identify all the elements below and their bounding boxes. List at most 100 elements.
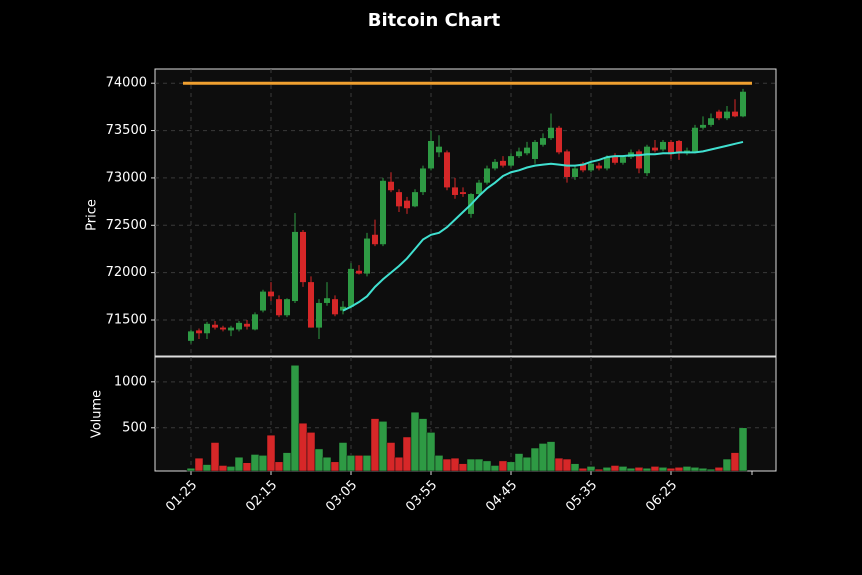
volume-panel (154, 356, 777, 472)
candle-body (476, 182, 482, 195)
volume-bar (322, 456, 332, 472)
volume-bar (514, 453, 524, 472)
candle-body (740, 91, 746, 117)
candle-body (596, 165, 602, 169)
candle-body (260, 291, 266, 311)
candle-body (636, 151, 642, 169)
candle-body (356, 270, 362, 274)
y-tick-label: 72500 (106, 218, 147, 233)
candle-body (540, 138, 546, 145)
volume-bar (714, 467, 724, 472)
candle-body (556, 127, 562, 153)
candle-body (284, 299, 290, 316)
y-tick-label: 74000 (106, 76, 147, 91)
volume-bar (282, 452, 292, 472)
candle-body (452, 187, 458, 195)
candle-body (460, 192, 466, 195)
y-tick-label: 72000 (106, 265, 147, 280)
volume-bar (602, 467, 612, 472)
candle-body (708, 118, 714, 125)
candle-body (252, 314, 258, 330)
volume-bar (202, 464, 212, 472)
candle-body (292, 231, 298, 302)
price-panel (154, 68, 777, 357)
candle-body (324, 298, 330, 303)
volume-bar (386, 442, 396, 472)
candle-body (620, 157, 626, 163)
volume-bar (562, 458, 572, 472)
candle-body (724, 111, 730, 119)
volume-bar (570, 463, 580, 472)
candle-body (548, 127, 554, 139)
candle-body (532, 141, 538, 159)
candle-body (348, 268, 354, 307)
volume-bar (378, 421, 388, 472)
volume-bar (466, 458, 476, 472)
volume-bar (226, 466, 236, 472)
candle-body (668, 141, 674, 155)
volume-bar (186, 467, 196, 472)
y-tick-label: 73000 (106, 170, 147, 185)
volume-bar (738, 427, 748, 472)
chart-title: Bitcoin Chart (368, 10, 501, 31)
volume-bar (658, 467, 668, 472)
candle-body (660, 141, 666, 150)
candle-body (604, 157, 610, 169)
volume-bar (722, 458, 732, 472)
candle-body (412, 192, 418, 207)
volume-bar (274, 461, 284, 472)
volume-bar (650, 466, 660, 472)
candle-body (268, 291, 274, 297)
volume-bar (290, 365, 300, 472)
volume-bar (210, 442, 220, 472)
volume-bar (522, 456, 532, 472)
candle-body (220, 327, 226, 330)
candle-body (212, 324, 218, 328)
candle-body (484, 168, 490, 183)
volume-bar (474, 458, 484, 472)
volume-bar (618, 466, 628, 472)
volume-bar (258, 455, 268, 472)
volume-bar (498, 460, 508, 472)
volume-bar (610, 465, 620, 472)
candle-body (372, 234, 378, 245)
candle-body (492, 161, 498, 169)
y-tick-label: 1000 (114, 374, 147, 389)
y-tick-label: 73500 (106, 123, 147, 138)
candle-body (524, 147, 530, 154)
volume-bar (490, 465, 500, 472)
volume-bar (402, 436, 412, 472)
volume-bar (450, 457, 460, 472)
candle-body (436, 146, 442, 153)
volume-bar (346, 455, 356, 472)
candle-body (676, 140, 682, 154)
candle-body (692, 127, 698, 152)
volume-bar (530, 447, 540, 472)
candle-body (580, 163, 586, 171)
volume-bar (730, 452, 740, 472)
volume-bar (194, 457, 204, 472)
candle-body (188, 331, 194, 341)
candle-body (396, 192, 402, 207)
candle-body (204, 323, 210, 334)
volume-bar (698, 467, 708, 472)
volume-bar (242, 462, 252, 472)
volume-bar (434, 455, 444, 472)
candle-body (428, 140, 434, 169)
volume-bar (674, 467, 684, 472)
candle-body (564, 151, 570, 177)
volume-bar (306, 432, 316, 472)
candle-body (300, 231, 306, 283)
volume-bar (578, 467, 588, 472)
candle-body (308, 282, 314, 328)
candle-body (516, 151, 522, 157)
volume-bar (666, 467, 676, 472)
volume-bar (314, 448, 324, 472)
volume-axis-label: Volume (90, 390, 105, 438)
volume-bar (706, 468, 716, 472)
candle-body (700, 124, 706, 128)
volume-bar (394, 456, 404, 472)
volume-bar (690, 467, 700, 472)
volume-bar (538, 443, 548, 472)
candle-body (500, 160, 506, 166)
